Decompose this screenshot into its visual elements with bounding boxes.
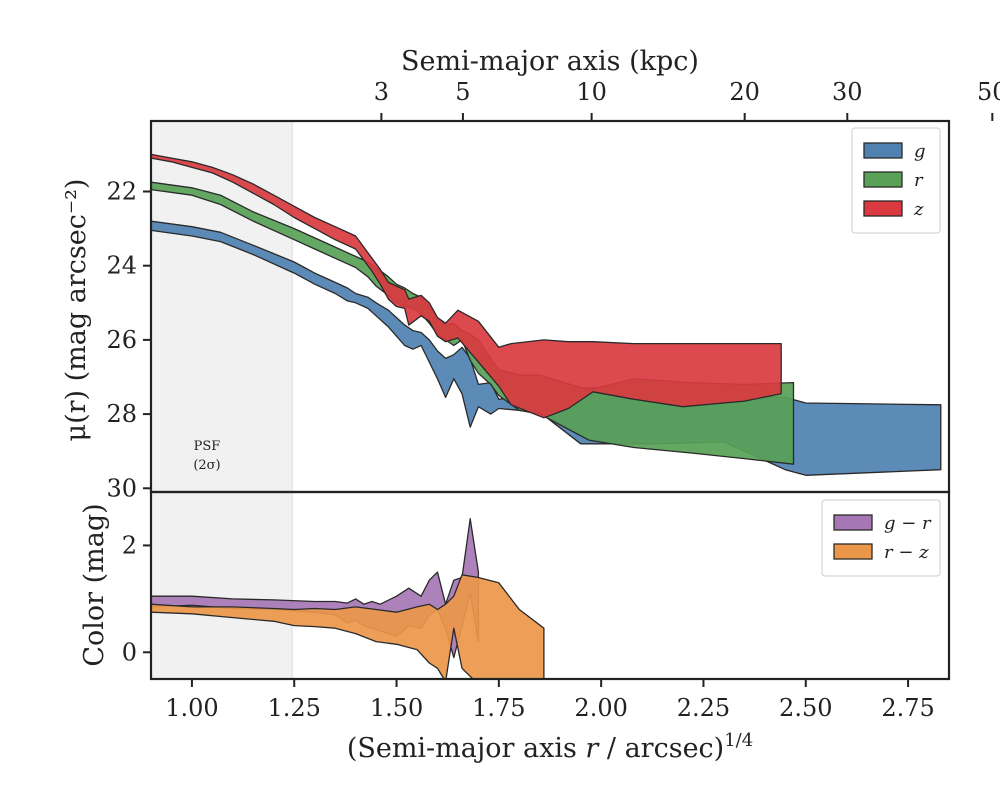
top-axis-tick-label: 3 [374,78,389,106]
top-axis-tick-label: 20 [729,78,760,106]
x-tick-label: 1.75 [472,694,525,722]
bottom-legend: g − r r − z [821,499,941,577]
x-tick-label: 2.75 [881,694,934,722]
legend-swatch-g [863,142,903,159]
top-panel-y-ticks: 22 24 26 28 30 [106,177,151,502]
psf-region-bottom [150,491,293,680]
legend-swatch-gr [833,514,873,531]
top-axis-title: Semi-major axis (kpc) [401,46,699,77]
top-axis-tick-label: 50 [977,78,1000,106]
x-axis-title-suffix: / arcsec) [598,733,724,764]
legend-label-g: g [914,141,926,162]
legend-swatch-rz [833,543,873,560]
legend-label-r: r [914,170,924,191]
top-axis-ticks: 351020305075100150 [374,78,1000,121]
top-y-tick-label: 26 [106,326,137,354]
x-tick-label: 1.50 [370,694,423,722]
bottom-panel-border [149,490,951,681]
legend-swatch-z [863,200,903,217]
legend-label-gr: g − r [884,513,932,534]
bottom-panel-y-ticks: 02 [122,531,151,666]
psf-label-line2: (2σ) [193,458,220,473]
bottom-panel-y-title: Color (mag) [79,503,110,666]
top-legend: grz [851,127,941,234]
bottom-y-tick-label: 2 [122,531,137,559]
series-band-z [151,153,782,419]
x-axis-title-prefix: (Semi-major axis [347,733,586,764]
x-axis-title: (Semi-major axis r / arcsec)1/4 [347,730,753,764]
x-tick-label: 1.25 [268,694,321,722]
top-y-tick-label: 24 [106,252,137,280]
series-band-rz [151,574,545,679]
top-panel-y-title: μ(r) (mag arcsec⁻²) [61,179,92,442]
x-axis-ticks: 1.00 1.25 1.50 1.75 2.00 2.25 2.50 2.75 [165,679,935,722]
top-y-tick-label: 22 [106,177,137,205]
legend-label-z: z [913,199,924,220]
x-tick-label: 2.50 [779,694,832,722]
legend-swatch-r [863,171,903,188]
top-series-layer [151,153,942,476]
x-axis-title-var: r [585,733,600,764]
top-y-tick-label: 30 [106,474,137,502]
x-tick-label: 2.25 [677,694,730,722]
x-tick-label: 1.00 [165,694,218,722]
legend-label-rz: r − z [884,542,929,563]
top-axis-tick-label: 5 [455,78,470,106]
bottom-y-tick-label: 0 [122,638,137,666]
psf-region-top [150,120,293,493]
top-y-tick-label: 28 [106,400,137,428]
x-axis-title-exponent: 1/4 [724,730,753,751]
x-tick-label: 2.00 [574,694,627,722]
legend-frame [821,499,941,577]
top-axis-tick-label: 30 [832,78,863,106]
bottom-series-layer [151,518,545,679]
top-axis-tick-label: 10 [576,78,607,106]
psf-label-line1: PSF [194,439,221,454]
